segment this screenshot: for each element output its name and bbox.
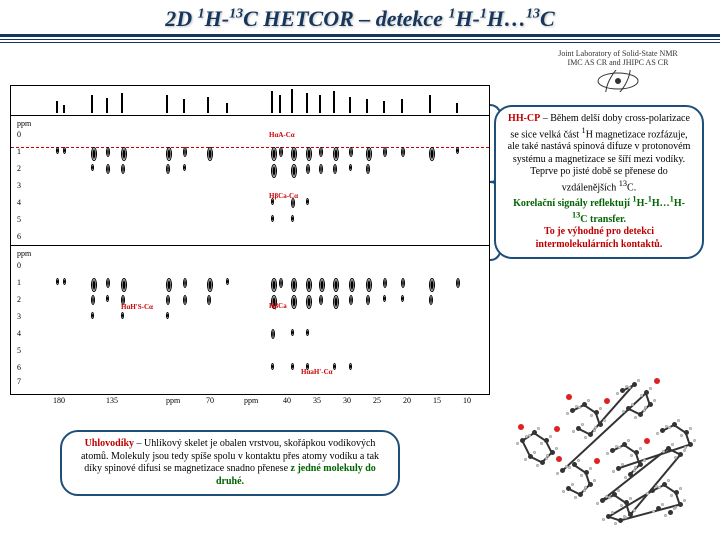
cross-peak bbox=[366, 164, 370, 174]
cross-peak bbox=[401, 278, 405, 288]
cross-peak bbox=[291, 215, 294, 222]
cross-peak bbox=[121, 312, 124, 319]
cross-peak bbox=[429, 295, 433, 305]
cross-peak bbox=[291, 147, 297, 161]
cross-peak bbox=[306, 329, 309, 336]
cross-peak bbox=[333, 278, 339, 292]
cross-peak bbox=[319, 278, 325, 292]
cross-peak bbox=[166, 278, 172, 292]
cross-peak bbox=[366, 278, 372, 292]
cross-peak bbox=[226, 278, 229, 285]
cross-peak bbox=[271, 363, 274, 370]
cross-peak bbox=[366, 295, 370, 305]
cross-peak bbox=[183, 295, 187, 305]
cross-peak bbox=[121, 147, 127, 161]
cross-peak bbox=[333, 295, 339, 309]
cross-peak bbox=[207, 295, 211, 305]
cross-peak bbox=[306, 198, 309, 205]
cross-peak bbox=[91, 147, 97, 161]
cross-peak bbox=[383, 147, 387, 157]
1d-projection bbox=[11, 86, 489, 116]
cross-peak bbox=[349, 278, 355, 292]
cross-peak bbox=[63, 278, 66, 285]
cross-peak bbox=[91, 295, 95, 305]
cross-peak bbox=[106, 164, 110, 174]
cross-peak bbox=[291, 295, 297, 309]
cross-peak bbox=[291, 363, 294, 370]
cross-peak bbox=[333, 164, 337, 174]
cross-peak bbox=[306, 147, 312, 161]
cross-peak bbox=[271, 164, 277, 178]
molecule-diagram bbox=[500, 358, 700, 528]
cross-peak bbox=[207, 147, 213, 161]
cross-peak bbox=[306, 164, 310, 174]
cross-peak bbox=[291, 278, 297, 292]
cross-peak bbox=[291, 164, 297, 178]
cross-peak bbox=[166, 147, 172, 161]
cross-peak bbox=[291, 329, 294, 336]
hetcor-spectrum: ppm0123456HαA-CαHβCa-Cα ppm01234567HαH'S… bbox=[10, 85, 490, 395]
cross-peak bbox=[166, 295, 170, 305]
cross-peak bbox=[271, 147, 277, 161]
callout-hh-cp: HH-CP – Během delší doby cross-polarizac… bbox=[494, 105, 704, 259]
cross-peak bbox=[121, 164, 125, 174]
title-bar: 2D 1H-13C HETCOR – detekce 1H-1H…13C bbox=[0, 0, 720, 47]
cross-peak bbox=[401, 147, 405, 157]
cross-peak bbox=[56, 147, 59, 154]
page-title: 2D 1H-13C HETCOR – detekce 1H-1H…13C bbox=[0, 6, 720, 32]
cross-peak bbox=[349, 164, 352, 171]
cross-peak bbox=[121, 278, 127, 292]
cross-peak bbox=[106, 295, 109, 302]
cross-peak bbox=[456, 278, 460, 288]
title-divider bbox=[0, 34, 720, 43]
cross-peak bbox=[319, 295, 323, 305]
cross-peak bbox=[319, 147, 323, 157]
cross-peak bbox=[333, 363, 336, 370]
logo-line2: IMC AS CR and JHIPC AS CR bbox=[528, 59, 708, 68]
cross-peak bbox=[306, 295, 312, 309]
cross-peak bbox=[306, 278, 312, 292]
x-axis-ticks: 180135ppm70ppm40353025201510 bbox=[11, 396, 489, 408]
cross-peak bbox=[349, 363, 352, 370]
cross-peak bbox=[183, 164, 186, 171]
cross-peak bbox=[63, 147, 66, 154]
cross-peak bbox=[271, 278, 277, 292]
cross-peak bbox=[91, 278, 97, 292]
cross-peak bbox=[271, 329, 275, 339]
lab-logo: Joint Laboratory of Solid-State NMR IMC … bbox=[528, 50, 708, 97]
cross-peak bbox=[166, 164, 170, 174]
cross-peak bbox=[279, 278, 283, 288]
callout-uhlovodiky: Uhlovodíky – Uhlíkový skelet je obalen v… bbox=[60, 430, 400, 496]
cross-peak bbox=[166, 312, 169, 319]
cross-peak bbox=[56, 278, 59, 285]
cross-peak bbox=[429, 278, 435, 292]
cross-peak bbox=[456, 147, 459, 154]
cross-peak bbox=[366, 147, 372, 161]
cross-peak bbox=[279, 147, 283, 157]
cross-peak bbox=[333, 147, 339, 161]
2d-panel-top: ppm0123456HαA-CαHβCa-Cα bbox=[11, 116, 489, 246]
cross-peak bbox=[271, 215, 274, 222]
logo-graphic bbox=[593, 70, 643, 92]
cross-peak bbox=[183, 147, 187, 157]
cross-peak bbox=[106, 278, 110, 288]
cross-peak bbox=[91, 164, 94, 171]
cross-peak bbox=[349, 147, 353, 157]
cross-peak bbox=[349, 295, 353, 305]
cross-peak bbox=[383, 295, 386, 302]
cross-peak bbox=[383, 278, 387, 288]
cross-peak bbox=[319, 164, 323, 174]
cross-peak bbox=[106, 147, 110, 157]
cross-peak bbox=[207, 278, 213, 292]
cross-peak bbox=[429, 147, 435, 161]
cross-peak bbox=[183, 278, 187, 288]
2d-panel-bottom: ppm01234567HαH'S-CαHβCaHαaH'-Cα bbox=[11, 246, 489, 386]
cross-peak bbox=[91, 312, 94, 319]
cross-peak bbox=[401, 295, 404, 302]
